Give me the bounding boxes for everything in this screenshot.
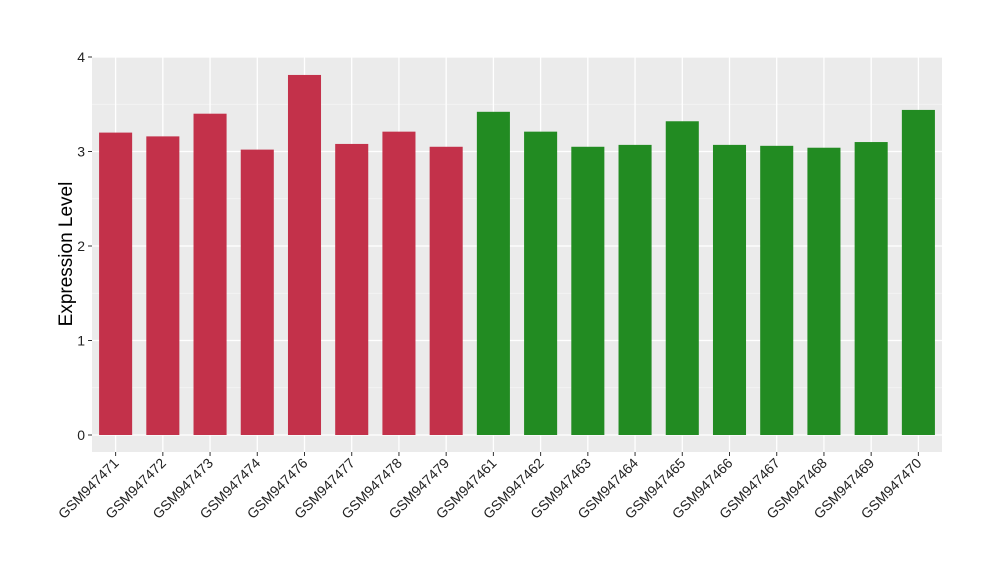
bar-GSM947479 (429, 146, 463, 435)
bar-GSM947473 (193, 113, 227, 435)
bar-GSM947468 (807, 147, 841, 435)
y-axis-label: Expression Level (56, 182, 77, 327)
y-tick-label: 3 (77, 143, 85, 159)
y-tick-label: 2 (77, 238, 85, 254)
bar-GSM947462 (524, 131, 558, 435)
bar-GSM947474 (240, 149, 274, 435)
y-tick-label: 1 (77, 332, 85, 348)
bar-GSM947465 (665, 121, 699, 435)
bar-GSM947461 (476, 111, 510, 435)
bar-GSM947463 (571, 146, 605, 435)
bar-GSM947464 (618, 144, 652, 435)
bar-GSM947466 (712, 144, 747, 435)
bar-GSM947477 (335, 143, 369, 435)
plot-panel (92, 57, 942, 452)
bar-GSM947478 (382, 131, 416, 435)
bar-GSM947472 (146, 136, 180, 435)
bar-GSM947476 (287, 74, 322, 435)
bar-GSM947470 (901, 109, 935, 435)
y-tick-label: 4 (77, 49, 85, 65)
bar-GSM947471 (99, 132, 133, 435)
bar-GSM947467 (760, 145, 794, 435)
bar-GSM947469 (854, 142, 888, 435)
y-tick-label: 0 (77, 427, 85, 443)
